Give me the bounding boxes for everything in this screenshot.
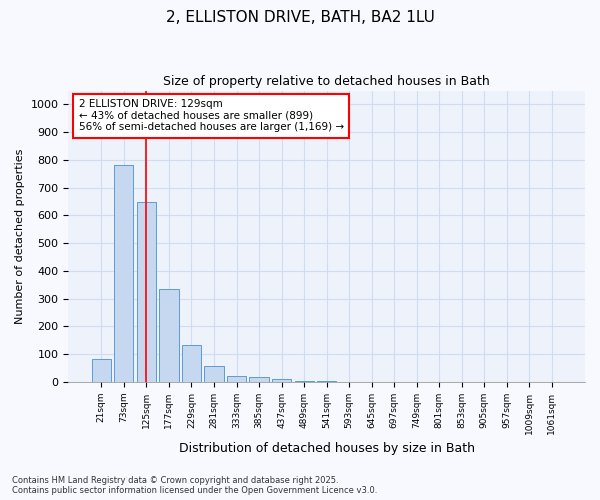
Bar — [137, 202, 156, 382]
Bar — [160, 288, 179, 382]
Bar — [295, 380, 314, 382]
Text: 2 ELLISTON DRIVE: 129sqm
← 43% of detached houses are smaller (899)
56% of semi-: 2 ELLISTON DRIVE: 129sqm ← 43% of detach… — [79, 100, 344, 132]
Bar — [92, 359, 111, 382]
Bar — [250, 377, 269, 382]
Bar — [205, 366, 224, 382]
Bar — [114, 165, 133, 382]
Bar — [227, 376, 246, 382]
Bar — [182, 345, 201, 382]
X-axis label: Distribution of detached houses by size in Bath: Distribution of detached houses by size … — [179, 442, 475, 455]
Bar — [272, 380, 291, 382]
Title: Size of property relative to detached houses in Bath: Size of property relative to detached ho… — [163, 75, 490, 88]
Text: Contains HM Land Registry data © Crown copyright and database right 2025.
Contai: Contains HM Land Registry data © Crown c… — [12, 476, 377, 495]
Text: 2, ELLISTON DRIVE, BATH, BA2 1LU: 2, ELLISTON DRIVE, BATH, BA2 1LU — [166, 10, 434, 25]
Y-axis label: Number of detached properties: Number of detached properties — [15, 148, 25, 324]
